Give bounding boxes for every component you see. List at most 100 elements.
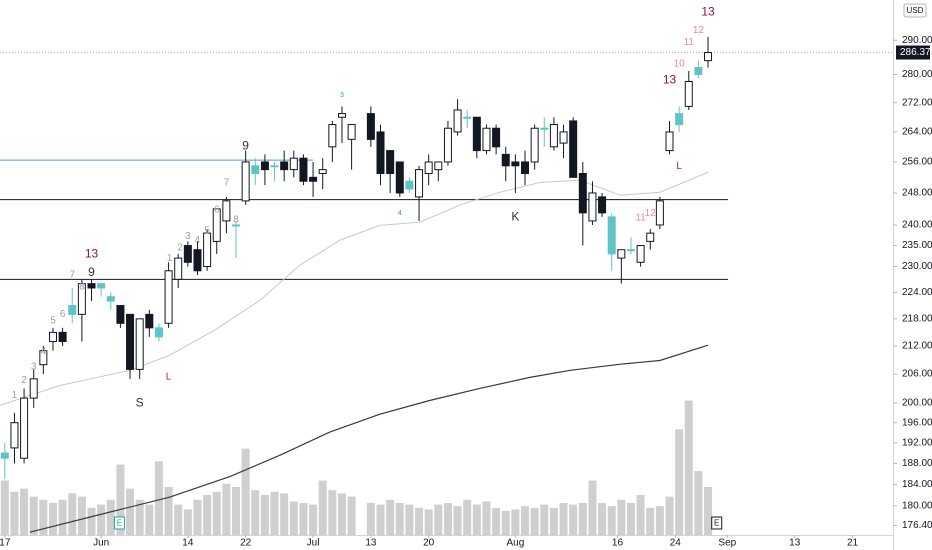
y-tick-label: 290.00 — [902, 35, 932, 46]
volume-bar — [193, 499, 202, 535]
annotation: 13 — [701, 5, 715, 19]
volume-bar — [684, 400, 693, 535]
event-label: E — [714, 519, 719, 528]
annotation: L — [676, 161, 682, 172]
candle-body — [492, 127, 501, 148]
candle-body — [347, 124, 356, 140]
volume-bar — [337, 493, 346, 535]
candle-body — [501, 153, 510, 167]
volume-bar — [453, 506, 462, 535]
candle-body — [569, 120, 578, 178]
volume-bar — [366, 503, 375, 535]
annotation: 7 — [69, 270, 75, 281]
volume-bar — [318, 480, 327, 535]
candle-body — [77, 283, 86, 315]
y-tick-label: 280.00 — [902, 69, 932, 80]
volume-bar — [232, 487, 241, 535]
annotation: 4 — [398, 210, 402, 217]
volume-bar — [116, 464, 125, 535]
candle-body — [337, 113, 346, 118]
volume-bar — [241, 448, 250, 535]
candle-body — [116, 304, 125, 324]
candle-body — [222, 200, 231, 222]
candle-body — [289, 157, 298, 171]
annotation: 3 — [31, 362, 37, 373]
moving-average — [0, 171, 709, 406]
candle-body — [598, 196, 607, 214]
event-badge — [711, 516, 723, 530]
volume-bar — [203, 495, 212, 535]
volume-bar — [10, 491, 19, 535]
y-tick-label: 235.00 — [902, 240, 932, 251]
candle-body — [260, 161, 269, 171]
volume-bar — [415, 507, 424, 535]
candle-body — [453, 109, 462, 133]
volume-bar — [443, 503, 452, 535]
candle-body — [193, 249, 202, 272]
y-tick-label: 218.00 — [902, 313, 932, 324]
candle-body — [607, 216, 616, 255]
volume-bar — [386, 499, 395, 535]
y-tick-label: 180.00 — [902, 500, 932, 511]
volume-bar — [549, 507, 558, 535]
candle-body — [646, 232, 655, 242]
candle-body — [626, 249, 635, 252]
volume-bar — [270, 491, 279, 535]
y-tick-label: 240.00 — [902, 220, 932, 231]
annotation: 8 — [79, 281, 85, 292]
candle-body — [424, 161, 433, 174]
candle-body — [299, 157, 308, 182]
candle-body — [376, 131, 385, 174]
volume-bar — [424, 509, 433, 535]
candle-body — [97, 283, 106, 289]
candle-body — [87, 283, 96, 289]
y-tick-label: 200.00 — [902, 398, 932, 409]
volume-bar — [106, 499, 115, 535]
y-tick-label: 176.40 — [902, 520, 932, 531]
volume-bar — [617, 499, 626, 535]
candle-body — [559, 131, 568, 144]
y-tick-label: 248.00 — [902, 188, 932, 199]
candle-body — [154, 327, 163, 338]
candle-body — [530, 127, 539, 163]
volume-bar — [665, 496, 674, 535]
volume-bar — [39, 499, 48, 535]
volume-bar — [212, 491, 221, 535]
event-badge — [113, 516, 125, 530]
y-tick-label: 206.00 — [902, 369, 932, 380]
x-tick-label: 21 — [847, 538, 859, 549]
candle-body — [434, 161, 443, 171]
candle-body — [58, 331, 67, 342]
y-tick-label: 224.00 — [902, 287, 932, 298]
candle-body — [164, 270, 173, 324]
last-price-label: 286.37 — [900, 47, 931, 58]
annotation: 11 — [684, 37, 695, 48]
volume-bar — [0, 480, 9, 535]
candle-body — [443, 127, 452, 163]
candle-body — [68, 304, 77, 315]
volume-bar — [704, 487, 713, 535]
candle-body — [549, 124, 558, 148]
candle-body — [280, 161, 289, 171]
candle-body — [665, 131, 674, 152]
candle-body — [48, 331, 57, 342]
volume-bar — [569, 504, 578, 535]
volume-bar — [289, 501, 298, 535]
x-tick-label: 24 — [670, 538, 682, 549]
candle-body — [655, 200, 664, 226]
candle-body — [174, 257, 183, 280]
annotation: 2 — [177, 243, 183, 254]
candle-body — [694, 67, 703, 75]
annotation: 3 — [340, 92, 344, 99]
volume-bar — [251, 490, 260, 535]
y-tick-label: 196.00 — [902, 417, 932, 428]
volume-bar — [87, 507, 96, 535]
annotation: L — [166, 372, 172, 383]
candle-body — [395, 161, 404, 194]
currency-badge[interactable] — [903, 3, 927, 18]
volume-bar — [607, 506, 616, 535]
candle-body — [0, 452, 9, 459]
candle-body — [106, 296, 115, 302]
annotation: 13 — [85, 246, 99, 260]
